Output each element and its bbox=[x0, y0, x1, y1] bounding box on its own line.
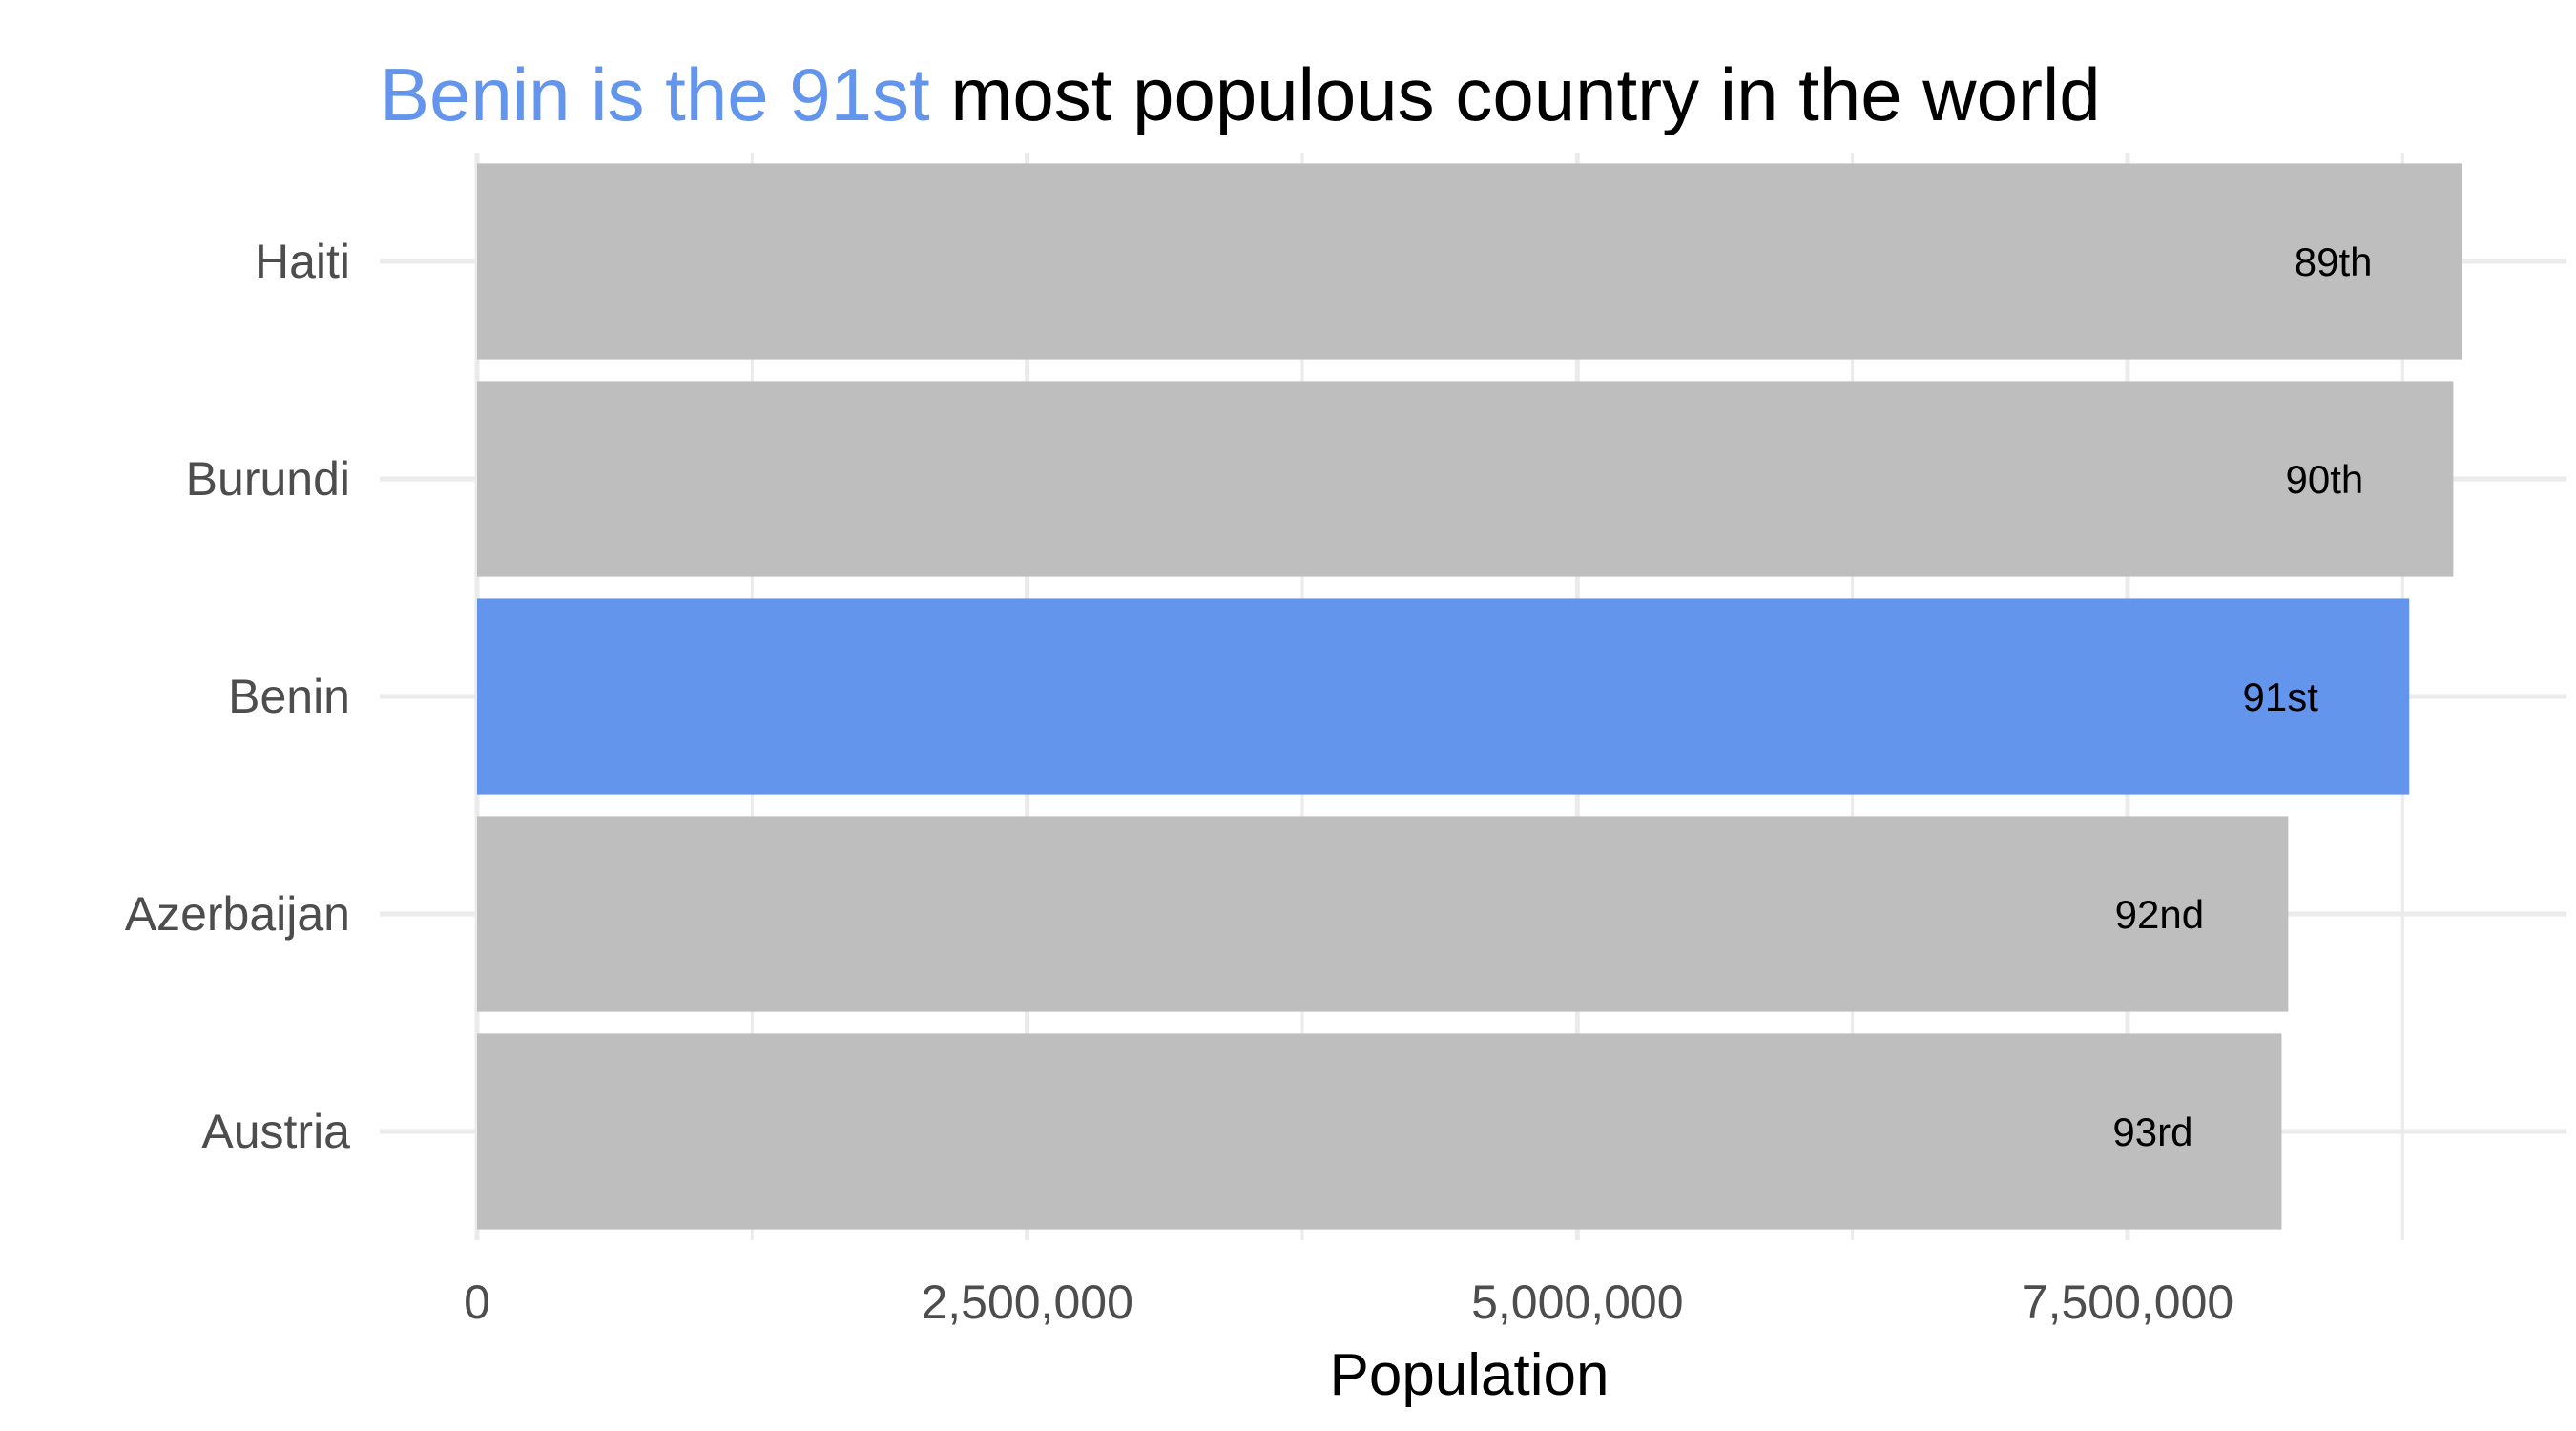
bar-label-haiti: 89th bbox=[2295, 239, 2373, 284]
bars bbox=[477, 163, 2462, 1230]
chart-title: Benin is the 91st most populous country … bbox=[380, 52, 2101, 136]
bar-label-austria: 93rd bbox=[2112, 1110, 2192, 1154]
chart-title-part: Benin is the 91st bbox=[380, 52, 930, 136]
chart-title-part: most populous country in the world bbox=[930, 52, 2101, 136]
bar-benin bbox=[477, 598, 2410, 795]
bar-azerbaijan bbox=[477, 816, 2289, 1012]
x-tick-label: 5,000,000 bbox=[1471, 1275, 1683, 1329]
bar-label-benin: 91st bbox=[2243, 674, 2319, 719]
y-tick-label: Benin bbox=[228, 670, 350, 723]
y-tick-label: Haiti bbox=[255, 235, 350, 288]
y-tick-label: Austria bbox=[201, 1105, 350, 1158]
bar-austria bbox=[477, 1033, 2282, 1230]
bar-haiti bbox=[477, 163, 2462, 360]
x-tick-label: 0 bbox=[464, 1275, 490, 1329]
x-axis-ticks: 0 2,500,000 5,000,000 7,500,000 bbox=[464, 1275, 2233, 1329]
y-tick-label: Burundi bbox=[186, 452, 350, 506]
x-tick-label: 2,500,000 bbox=[921, 1275, 1132, 1329]
y-axis-ticks: Haiti Burundi Benin Azerbaijan Austria bbox=[125, 235, 350, 1158]
bar-label-burundi: 90th bbox=[2286, 457, 2364, 502]
bar-burundi bbox=[477, 381, 2454, 577]
bar-labels: 89th 90th 91st 92nd 93rd bbox=[2112, 239, 2372, 1154]
x-axis-title: Population bbox=[1329, 1342, 1609, 1408]
y-tick-label: Azerbaijan bbox=[125, 887, 350, 941]
x-tick-label: 7,500,000 bbox=[2022, 1275, 2233, 1329]
bar-label-azerbaijan: 92nd bbox=[2115, 892, 2204, 937]
